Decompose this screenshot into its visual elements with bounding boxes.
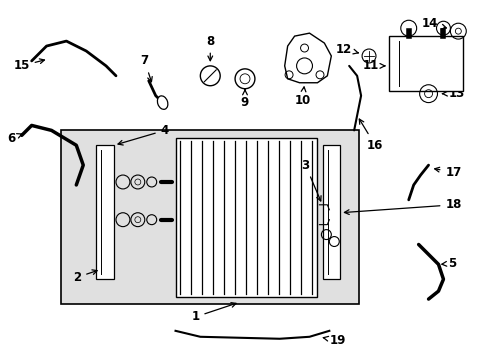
Bar bbox=[323, 145, 340, 279]
Text: 1: 1 bbox=[191, 303, 236, 323]
Text: 15: 15 bbox=[13, 59, 44, 72]
Text: 18: 18 bbox=[344, 198, 461, 215]
Bar bbox=[96, 145, 114, 279]
Text: 14: 14 bbox=[421, 17, 446, 30]
Text: 11: 11 bbox=[362, 59, 384, 72]
Text: 6: 6 bbox=[7, 132, 22, 145]
Text: 9: 9 bbox=[241, 90, 248, 109]
Bar bbox=[61, 130, 358, 304]
Text: 7: 7 bbox=[141, 54, 152, 82]
Text: 5: 5 bbox=[441, 257, 456, 270]
Text: 19: 19 bbox=[323, 334, 345, 347]
Text: 13: 13 bbox=[442, 87, 464, 100]
Ellipse shape bbox=[157, 96, 167, 109]
Text: 10: 10 bbox=[294, 87, 310, 107]
Bar bbox=[175, 138, 317, 297]
Text: 12: 12 bbox=[335, 42, 358, 55]
Text: 3: 3 bbox=[301, 159, 321, 201]
Text: 16: 16 bbox=[359, 119, 383, 152]
Bar bbox=[388, 36, 462, 91]
Text: 8: 8 bbox=[206, 35, 214, 61]
Text: 2: 2 bbox=[73, 270, 97, 284]
Text: 17: 17 bbox=[434, 166, 461, 179]
Text: 4: 4 bbox=[118, 124, 168, 145]
